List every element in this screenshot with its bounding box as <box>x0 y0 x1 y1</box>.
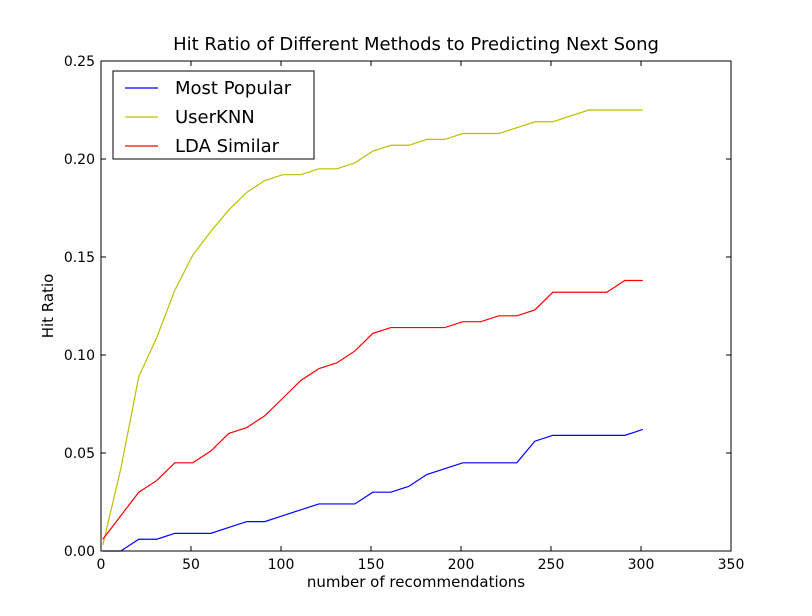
legend-label-userknn: UserKNN <box>175 107 255 128</box>
y-tick-label: 0.05 <box>64 446 95 462</box>
legend-box <box>112 70 315 160</box>
x-tick-label: 50 <box>182 557 200 573</box>
plot-lines <box>102 109 643 552</box>
legend-label-most-popular: Most Popular <box>175 78 292 99</box>
series-line-userknn <box>102 109 643 546</box>
x-tick-label: 250 <box>538 557 565 573</box>
x-tick-label: 300 <box>628 557 655 573</box>
x-tick-label: 350 <box>718 557 745 573</box>
x-tick-label: 100 <box>268 557 295 573</box>
y-tick-label: 0.10 <box>64 348 95 364</box>
y-tick-label: 0.15 <box>64 250 95 266</box>
x-tick-label: 200 <box>448 557 475 573</box>
y-tick-label: 0.25 <box>64 54 95 70</box>
chart-title: Hit Ratio of Different Methods to Predic… <box>173 34 659 55</box>
y-axis-ticks: 0.00 0.05 0.10 0.15 0.20 0.25 <box>64 54 731 560</box>
y-axis-label: Hit Ratio <box>39 274 57 339</box>
series-line-lda-similar <box>102 279 643 540</box>
x-axis-ticks: 0 50 100 150 200 250 300 350 <box>97 61 745 573</box>
legend: Most Popular UserKNN LDA Similar <box>112 70 315 160</box>
y-tick-label: 0.20 <box>64 152 95 168</box>
x-axis-label: number of recommendations <box>307 573 525 591</box>
x-tick-label: 0 <box>97 557 106 573</box>
legend-label-lda-similar: LDA Similar <box>175 136 280 157</box>
y-tick-label: 0.00 <box>64 544 95 560</box>
x-tick-label: 150 <box>358 557 385 573</box>
series-line-most-popular <box>102 428 643 552</box>
plot-frame <box>100 60 732 552</box>
